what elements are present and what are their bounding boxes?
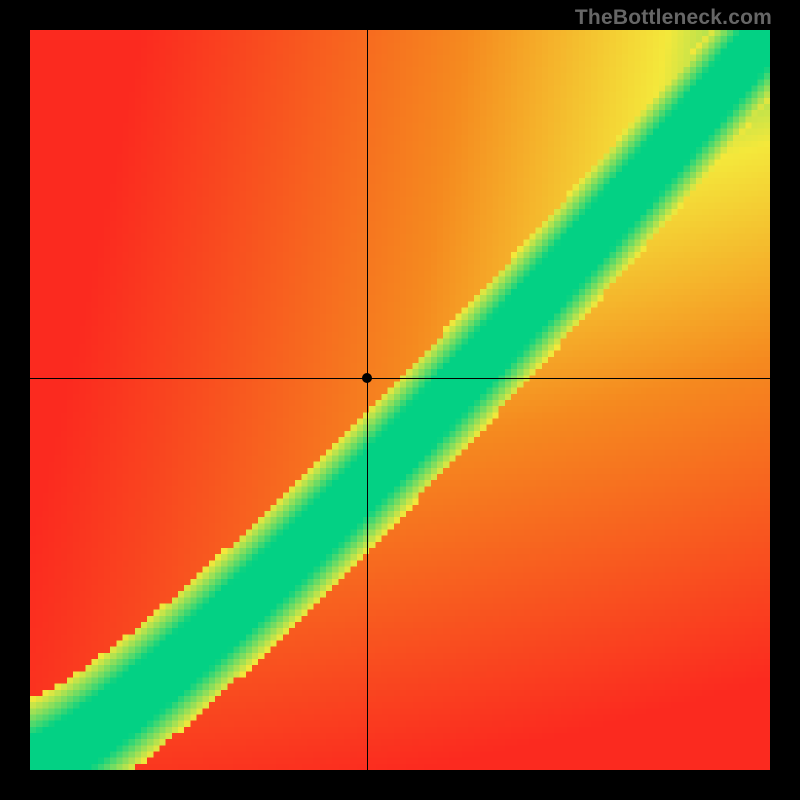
watermark-text: TheBottleneck.com [575,6,772,30]
crosshair-vertical [367,30,368,770]
crosshair-horizontal [30,378,770,379]
heatmap-plot [30,30,770,770]
heatmap-canvas [30,30,770,770]
crosshair-marker [362,373,372,383]
